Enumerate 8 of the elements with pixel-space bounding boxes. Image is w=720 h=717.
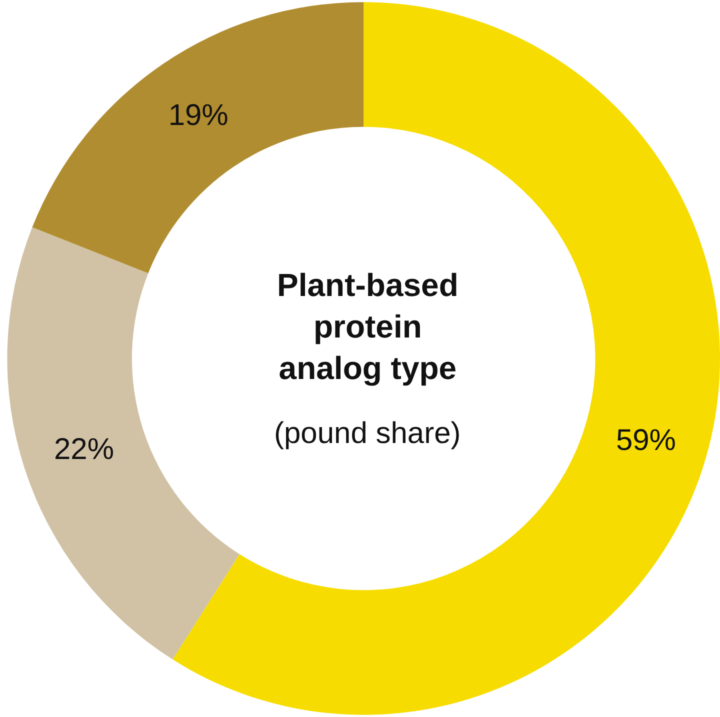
donut-slice — [32, 2, 364, 274]
text: Plant-based protein analog type — [277, 267, 458, 386]
text: (pound share) — [274, 417, 461, 450]
donut-slice — [7, 227, 240, 660]
donut-slice — [172, 2, 720, 714]
data-label: 19% — [168, 98, 228, 132]
data-label: 22% — [54, 432, 114, 466]
data-label: 59% — [616, 424, 676, 458]
